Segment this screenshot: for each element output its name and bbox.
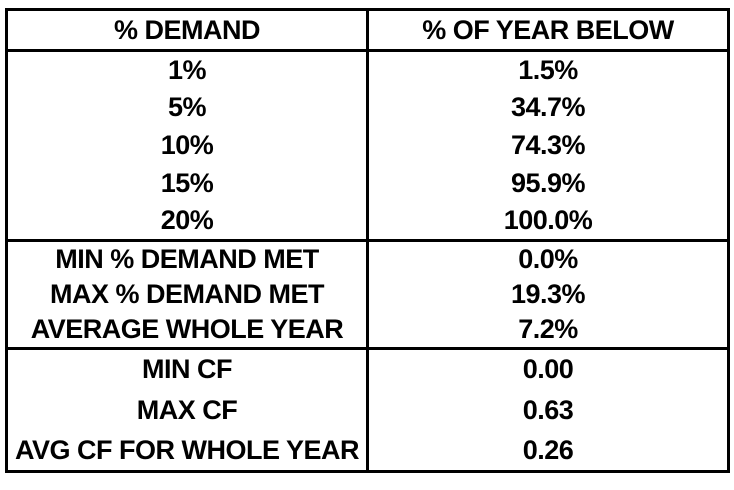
- row-average-whole-year: AVERAGE WHOLE YEAR 7.2%: [7, 312, 729, 349]
- label-cell: AVG CF FOR WHOLE YEAR: [14, 434, 360, 465]
- value-cell: 95.9%: [366, 164, 729, 203]
- demand-table: % DEMAND % OF YEAR BELOW 1% 1.5% 5% 34.7…: [5, 8, 730, 473]
- value-cell: 0.63: [366, 389, 729, 431]
- header-row: % DEMAND % OF YEAR BELOW: [7, 9, 729, 51]
- row-min-demand-met: MIN % DEMAND MET 0.0%: [7, 240, 729, 277]
- table-header: % DEMAND % OF YEAR BELOW: [6, 9, 729, 51]
- label-cell: 20%: [160, 205, 214, 236]
- label-cell: MIN % DEMAND MET: [55, 243, 319, 274]
- table-row: 1% 1.5%: [7, 50, 729, 89]
- label-cell: MIN CF: [142, 354, 232, 385]
- demand-summary-section: MIN % DEMAND MET 0.0% MAX % DEMAND MET 1…: [6, 240, 729, 349]
- label-cell: 5%: [167, 92, 207, 122]
- table-row: 10% 74.3%: [7, 126, 729, 165]
- capacity-factor-section: MIN CF 0.00 MAX CF 0.63 AVG CF FOR WHOLE…: [6, 348, 729, 472]
- value-cell: 100.0%: [366, 202, 729, 241]
- value-cell: 74.3%: [366, 126, 729, 165]
- table-row: 20% 100.0%: [7, 202, 729, 241]
- value-cell: 34.7%: [366, 88, 729, 127]
- label-cell: MAX CF: [136, 394, 238, 425]
- value-cell: 0.0%: [366, 240, 729, 277]
- value-cell: 1.5%: [366, 50, 729, 89]
- table-row: 15% 95.9%: [7, 164, 729, 203]
- table-row: 5% 34.7%: [7, 88, 729, 127]
- value-cell: 0.26: [366, 430, 729, 472]
- label-cell: 10%: [160, 130, 214, 160]
- header-percent-demand: % DEMAND: [113, 14, 261, 45]
- row-avg-cf-whole-year: AVG CF FOR WHOLE YEAR 0.26: [7, 430, 729, 472]
- table-container: % DEMAND % OF YEAR BELOW 1% 1.5% 5% 34.7…: [5, 8, 730, 473]
- label-cell: AVERAGE WHOLE YEAR: [30, 314, 344, 345]
- row-min-cf: MIN CF 0.00: [7, 348, 729, 390]
- value-cell: 0.00: [366, 348, 729, 390]
- label-cell: 15%: [160, 168, 214, 198]
- demand-distribution-section: 1% 1.5% 5% 34.7% 10% 74.3% 15% 95.9% 20%…: [6, 50, 729, 241]
- label-cell: MAX % DEMAND MET: [50, 279, 325, 309]
- header-percent-of-year-below: % OF YEAR BELOW: [366, 9, 729, 51]
- value-cell: 7.2%: [366, 312, 729, 349]
- row-max-cf: MAX CF 0.63: [7, 389, 729, 431]
- value-cell: 19.3%: [366, 276, 729, 313]
- label-cell: 1%: [167, 54, 207, 85]
- row-max-demand-met: MAX % DEMAND MET 19.3%: [7, 276, 729, 313]
